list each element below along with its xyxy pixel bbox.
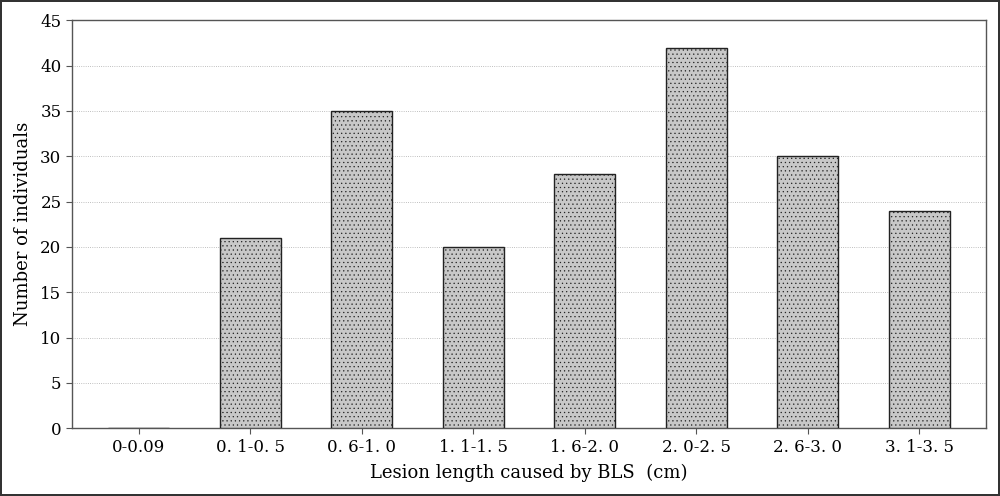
Bar (220, 238, 281, 428)
Bar (554, 175, 615, 428)
Y-axis label: Number of individuals: Number of individuals (14, 122, 32, 326)
Bar (777, 156, 838, 428)
Bar (889, 211, 950, 428)
Bar (666, 48, 727, 428)
Bar (443, 247, 504, 428)
X-axis label: Lesion length caused by BLS  (cm): Lesion length caused by BLS (cm) (370, 464, 688, 482)
Bar (331, 111, 392, 428)
